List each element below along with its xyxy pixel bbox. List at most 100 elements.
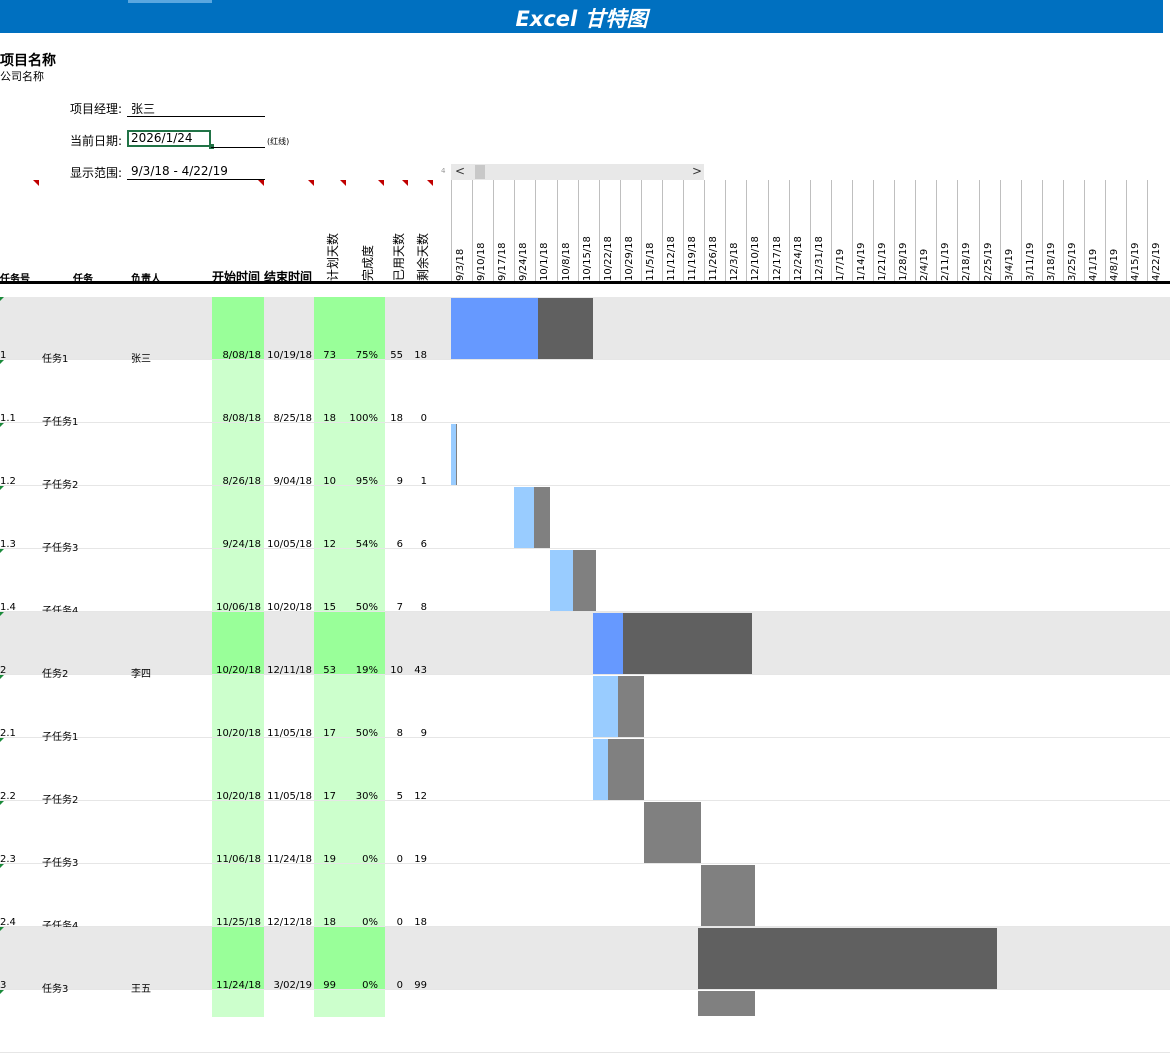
task-name[interactable]: 任务3 [42,984,69,995]
task-end[interactable]: 12/11/18 [267,665,312,676]
task-number[interactable]: 2 [0,665,7,676]
task-name[interactable]: 子任务3 [42,858,79,869]
task-start[interactable]: 10/06/18 [216,602,261,613]
task-number[interactable]: 1.2 [0,476,16,487]
task-start[interactable]: 8/08/18 [222,350,261,361]
scroll-right-button[interactable]: > [692,164,703,178]
display-range-label: 显示范围: [70,166,123,180]
task-start[interactable]: 11/25/18 [216,917,261,928]
task-completion[interactable]: 0% [362,917,378,928]
parent-start-fill [212,612,264,675]
task-completion[interactable]: 54% [355,539,378,550]
task-number[interactable]: 1.1 [0,413,16,424]
error-indicator [0,990,4,994]
task-start[interactable]: 10/20/18 [216,665,261,676]
task-end[interactable]: 10/20/18 [267,602,312,613]
task-number[interactable]: 2.2 [0,791,16,802]
task-end[interactable]: 12/12/18 [267,917,312,928]
task-name[interactable]: 任务2 [42,669,69,680]
week-gridline [978,180,980,282]
task-start[interactable]: 11/24/18 [216,980,261,991]
task-end[interactable]: 11/05/18 [267,728,312,739]
week-label: 12/31/18 [813,236,825,281]
comment-marker[interactable] [308,180,314,186]
task-start[interactable]: 11/06/18 [216,854,261,865]
task-remaining-days: 0 [420,413,427,424]
comment-marker[interactable] [340,180,346,186]
task-number[interactable]: 3 [0,980,7,991]
display-range-value: 9/3/18 - 4/22/19 [131,164,228,178]
task-end[interactable]: 3/02/19 [273,980,312,991]
error-indicator [0,738,4,742]
timeline-scrollbar[interactable]: < > [451,164,704,180]
task-remaining-days: 43 [414,665,427,676]
scroll-thumb[interactable] [475,165,485,179]
week-gridline [640,180,642,282]
week-label: 9/3/18 [455,248,466,281]
task-start[interactable]: 8/26/18 [222,476,261,487]
task-number[interactable]: 1.4 [0,602,16,613]
task-number[interactable]: 2.1 [0,728,16,739]
task-name[interactable]: 子任务2 [42,795,79,806]
project-name[interactable]: 项目名称 [0,53,56,69]
comment-marker[interactable] [427,180,433,186]
task-end[interactable]: 9/04/18 [273,476,312,487]
current-date-input[interactable]: 2026/1/24 [127,130,211,147]
task-completion[interactable]: 50% [355,728,378,739]
error-indicator [0,423,4,427]
week-gridline [598,180,600,282]
week-label: 4/22/19 [1151,242,1163,281]
task-end[interactable]: 10/19/18 [267,350,312,361]
gantt-bar-remaining [455,424,458,485]
task-end[interactable]: 11/24/18 [267,854,312,865]
week-gridline [577,180,579,282]
task-end[interactable]: 8/25/18 [273,413,312,424]
task-start[interactable]: 10/20/18 [216,728,261,739]
task-name[interactable]: 子任务4 [42,602,78,617]
task-name[interactable]: 子任务1 [42,732,79,743]
task-number[interactable]: 1 [0,350,7,361]
task-completion[interactable]: 75% [355,350,378,361]
task-name[interactable]: 任务1 [42,354,69,365]
task-number[interactable]: 1.3 [0,539,16,550]
comment-marker[interactable] [33,180,39,186]
scroll-left-button[interactable]: < [455,164,466,178]
task-completion[interactable]: 50% [355,602,378,613]
comment-marker[interactable] [258,180,264,186]
task-name[interactable]: 子任务4 [42,917,78,932]
manager-field[interactable]: 张三 [131,102,156,116]
gantt-bar-completed [592,613,623,674]
task-owner[interactable]: 王五 [131,984,151,995]
comment-marker[interactable] [378,180,384,186]
task-completion[interactable]: 100% [349,413,378,424]
task-start[interactable]: 9/24/18 [222,539,261,550]
parent-start-fill [212,297,264,360]
error-indicator [0,360,4,364]
week-label: 2/18/19 [961,242,973,281]
task-name[interactable]: 子任务3 [42,543,79,554]
task-name[interactable]: 子任务2 [42,480,79,491]
task-owner[interactable]: 李四 [131,669,151,680]
task-name[interactable]: 子任务1 [42,417,79,428]
week-label: 10/1/18 [539,242,551,281]
task-completion[interactable]: 0% [362,854,378,865]
task-start[interactable]: 8/08/18 [222,413,261,424]
comment-marker[interactable] [402,180,408,186]
task-completion[interactable]: 30% [355,791,378,802]
task-completion[interactable]: 95% [355,476,378,487]
week-gridline [493,180,495,282]
company-name[interactable]: 公司名称 [0,70,44,83]
task-number[interactable]: 2.3 [0,854,16,865]
task-completion[interactable]: 19% [355,665,378,676]
task-owner[interactable]: 张三 [131,354,151,365]
task-number[interactable]: 2.4 [0,917,16,928]
task-used-days: 0 [396,980,403,991]
week-label: 9/17/18 [497,242,509,281]
fill-handle[interactable] [209,144,214,149]
week-gridline [746,180,748,282]
task-start[interactable]: 10/20/18 [216,791,261,802]
task-completion[interactable]: 0% [362,980,378,991]
task-end[interactable]: 10/05/18 [267,539,312,550]
task-end[interactable]: 11/05/18 [267,791,312,802]
gantt-bar-remaining [618,676,644,737]
